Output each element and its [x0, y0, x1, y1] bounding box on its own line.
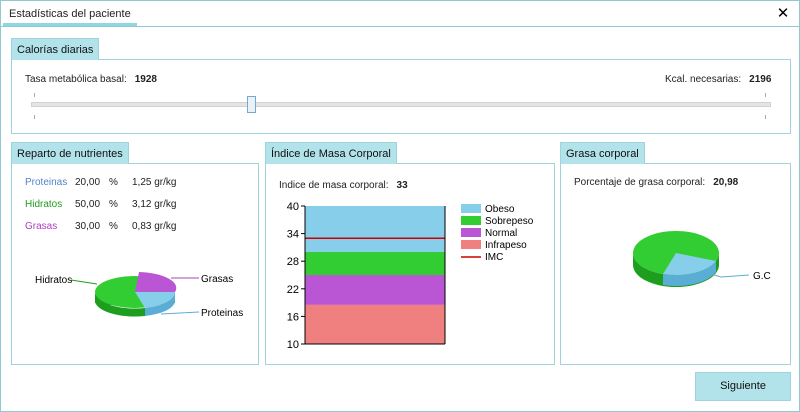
nutriente-unit: %: [109, 199, 118, 210]
nutriente-row: Grasas 30,00% 0,83 gr/kg: [25, 221, 255, 235]
imc-band-normal: [305, 275, 445, 305]
pie-hidratos-leader: [70, 279, 98, 285]
imc-panel-label: Índice de Masa Corporal: [265, 142, 397, 164]
slider-tick-end: [765, 93, 766, 97]
imc-band-obeso: [305, 206, 445, 252]
close-icon[interactable]: ✕: [776, 5, 790, 22]
nutriente-pct: 20,00: [75, 177, 101, 188]
imc-chart: 40 34 28 22 16 10 ObesoSobrepesoNormalInfrapes…: [287, 201, 534, 351]
nutriente-name: Proteinas: [25, 177, 68, 188]
kcal-readout: Kcal. necesarias: 2196: [665, 74, 771, 85]
imc-y-tick-label: 10: [287, 339, 299, 351]
pie-hidratos-side: [94, 292, 145, 317]
grasa-pie-gc-slice: [663, 253, 716, 276]
imc-value: 33: [396, 180, 408, 191]
imc-y-tick-label: 16: [287, 311, 299, 323]
pie-label-grasas: Grasas: [201, 274, 233, 285]
nutriente-row: Proteinas 20,00% 1,25 gr/kg: [25, 177, 255, 191]
grasa-value: 20,98: [713, 177, 739, 188]
nutriente-unit: %: [109, 221, 118, 232]
nutriente-row: Hidratos 50,00% 3,12 gr/kg: [25, 199, 255, 213]
legend-label-normal: Normal: [485, 228, 517, 239]
nutriente-gr: 1,25 gr/kg: [132, 177, 177, 188]
imc-y-tick-label: 28: [287, 256, 299, 268]
imc-y-tick-label: 40: [287, 201, 299, 213]
legend-swatch-infrapeso: [461, 240, 481, 249]
nutrientes-panel: [11, 163, 259, 365]
calorias-slider-track[interactable]: [31, 102, 771, 107]
pie-grasas-slice: [135, 272, 177, 292]
pie-label-hidratos: Hidratos: [35, 275, 72, 286]
pie-label-proteinas: Proteinas: [201, 308, 243, 319]
grasa-pie-label: G.C: [753, 271, 771, 282]
calorias-panel-label: Calorías diarias: [11, 38, 100, 60]
tmb-label: Tasa metabólica basal:: [25, 74, 127, 85]
nutriente-pct: 50,00: [75, 199, 101, 210]
imc-band-infrapeso: [305, 304, 445, 344]
legend-label-infrapeso: Infrapeso: [485, 240, 527, 251]
nutriente-gr: 0,83 gr/kg: [132, 221, 177, 232]
imc-y-tick-label: 22: [287, 284, 299, 296]
grasa-label: Porcentaje de grasa corporal:: [574, 177, 706, 188]
pie-proteinas-slice: [135, 292, 176, 308]
tmb-value: 1928: [134, 74, 157, 85]
grasa-readout: Porcentaje de grasa corporal: 20,98: [574, 177, 738, 188]
calorias-slider-thumb[interactable]: [247, 96, 256, 113]
slider-tick-start: [34, 93, 35, 97]
grasa-panel-label: Grasa corporal: [560, 142, 645, 164]
pie-proteinas-side: [145, 292, 176, 316]
nutriente-name: Hidratos: [25, 199, 63, 210]
nutriente-pct: 30,00: [75, 221, 101, 232]
imc-y-tick-label: 34: [287, 229, 299, 241]
imc-label: Indice de masa corporal:: [279, 180, 389, 191]
legend-label-imc: IMC: [485, 252, 503, 263]
nutriente-gr: 3,12 gr/kg: [132, 199, 177, 210]
tab-underline: [1, 26, 799, 27]
next-button[interactable]: Siguiente: [695, 372, 791, 401]
tmb-readout: Tasa metabólica basal: 1928: [25, 74, 157, 85]
legend-swatch-normal: [461, 228, 481, 237]
nutrientes-panel-label: Reparto de nutrientes: [11, 142, 129, 164]
legend-swatch-sobrepeso: [461, 216, 481, 225]
kcal-value: 2196: [749, 74, 772, 85]
calorias-panel: [11, 59, 791, 134]
grasa-pie-gc-side: [663, 261, 716, 287]
grasa-pie-leader: [700, 270, 750, 278]
legend-swatch-obeso: [461, 204, 481, 213]
window-tab-title[interactable]: Estadísticas del paciente: [3, 2, 137, 26]
imc-band-sobrepeso: [305, 252, 445, 275]
legend-label-sobrepeso: Sobrepeso: [485, 216, 534, 227]
legend-label-obeso: Obeso: [485, 204, 515, 215]
grasa-pie-chart: G.C: [633, 231, 771, 287]
imc-readout: Indice de masa corporal: 33: [279, 180, 408, 191]
pie-proteinas-leader: [160, 311, 200, 315]
nutriente-unit: %: [109, 177, 118, 188]
kcal-label: Kcal. necesarias:: [665, 74, 742, 85]
nutrientes-pie-chart: Hidratos Grasas Proteinas: [35, 272, 243, 319]
slider-tick-end: [765, 115, 766, 119]
nutriente-name: Grasas: [25, 221, 58, 232]
slider-tick-start: [34, 115, 35, 119]
